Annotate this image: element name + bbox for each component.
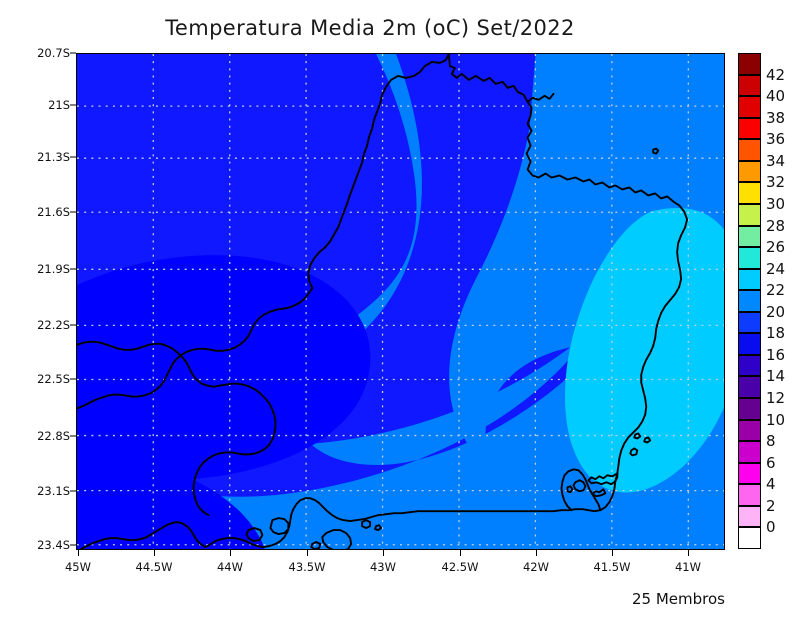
colorbar-tick-label: 38	[766, 108, 786, 127]
colorbar-band	[738, 225, 761, 248]
colorbar-band	[738, 333, 761, 355]
x-tick-mark	[460, 550, 461, 556]
x-tick-mark	[536, 550, 537, 556]
colorbar-tick-label: 0	[766, 518, 776, 537]
colorbar-band	[738, 182, 761, 204]
colorbar-band	[738, 419, 761, 442]
colorbar-band	[738, 117, 761, 140]
y-tick-label: 22.2S	[37, 318, 70, 332]
contour-band-20-22-ne	[449, 54, 724, 491]
page-title: Temperatura Media 2m (oC) Set/2022	[165, 16, 575, 40]
x-tick-label: 41W	[674, 560, 702, 574]
colorbar-tick-label: 2	[766, 496, 776, 515]
y-tick-mark	[70, 52, 76, 54]
contour-band-22-24	[565, 208, 724, 493]
x-tick-label: 41.5W	[593, 560, 631, 574]
x-tick-label: 44.5W	[135, 560, 173, 574]
colorbar-tick-label: 14	[766, 367, 786, 386]
colorbar-band	[738, 311, 761, 334]
x-tick-label: 42.5W	[441, 560, 479, 574]
x-tick-label: 44W	[216, 560, 244, 574]
colorbar-band	[738, 203, 761, 226]
y-tick-label: 22.8S	[37, 429, 70, 443]
colorbar-tick-label: 24	[766, 259, 786, 278]
colorbar-tick-label: 10	[766, 410, 786, 429]
colorbar-tick-label: 6	[766, 453, 776, 472]
colorbar-band	[738, 462, 761, 485]
colorbar-tick-label: 42	[766, 65, 786, 84]
y-tick-mark	[70, 211, 76, 213]
colorbar-tick-label: 12	[766, 389, 786, 408]
x-tick-mark	[688, 550, 689, 556]
colorbar-band	[738, 160, 761, 183]
colorbar	[738, 53, 761, 549]
map-canvas	[77, 54, 724, 549]
x-tick-mark	[154, 550, 155, 556]
x-tick-label: 43.5W	[288, 560, 326, 574]
colorbar-band	[738, 484, 761, 506]
colorbar-tick-label: 8	[766, 432, 776, 451]
colorbar-tick-label: 34	[766, 151, 786, 170]
x-tick-mark	[383, 550, 384, 556]
colorbar-tick-label: 16	[766, 345, 786, 364]
colorbar-band	[738, 268, 761, 291]
coastline-and-borders	[77, 54, 689, 549]
y-tick-mark	[70, 490, 76, 492]
contour-band-16-18	[77, 255, 371, 480]
colorbar-tick-label: 18	[766, 324, 786, 343]
y-tick-mark	[70, 104, 76, 106]
map-plot-area	[76, 53, 725, 550]
colorbar-band	[738, 505, 761, 528]
colorbar-tick-label: 40	[766, 87, 786, 106]
colorbar-tick-label: 22	[766, 281, 786, 300]
y-tick-label: 23.1S	[37, 484, 70, 498]
ensemble-members-note: 25 Membros	[632, 590, 725, 608]
x-tick-label: 45W	[64, 560, 92, 574]
x-axis: 45W 44.5W 44W 43.5W 43W 42.5W 42W 41.5W …	[0, 560, 800, 584]
colorbar-tick-label: 26	[766, 238, 786, 257]
y-tick-label: 21.9S	[37, 262, 70, 276]
colorbar-tick-label: 30	[766, 194, 786, 213]
contour-band-16-18-sw	[77, 448, 265, 549]
y-tick-label: 22.5S	[37, 372, 70, 386]
y-tick-label: 21.6S	[37, 205, 70, 219]
y-tick-label: 20.7S	[37, 46, 70, 60]
colorbar-tick-label: 4	[766, 475, 776, 494]
colorbar-tick-label: 36	[766, 130, 786, 149]
x-tick-mark	[230, 550, 231, 556]
y-tick-mark	[70, 324, 76, 326]
y-tick-label: 21.3S	[37, 150, 70, 164]
y-tick-mark	[70, 378, 76, 380]
y-axis: 20.7S 21S 21.3S 21.6S 21.9S 22.2S 22.5S …	[0, 0, 76, 618]
colorbar-band	[738, 53, 761, 75]
colorbar-tick-label: 28	[766, 216, 786, 235]
colorbar-tick-label: 32	[766, 173, 786, 192]
colorbar-band	[738, 354, 761, 377]
colorbar-band	[738, 527, 761, 549]
y-tick-label: 23.4S	[37, 538, 70, 552]
y-tick-mark	[70, 268, 76, 270]
colorbar-band	[738, 376, 761, 399]
y-tick-mark	[70, 435, 76, 437]
x-tick-mark	[612, 550, 613, 556]
colorbar-tick-label: 20	[766, 302, 786, 321]
y-tick-label: 21S	[48, 98, 70, 112]
colorbar-band	[738, 290, 761, 312]
map-gridlines-horizontal	[77, 105, 724, 546]
x-tick-label: 43W	[369, 560, 397, 574]
x-tick-label: 42W	[522, 560, 550, 574]
y-tick-mark	[70, 156, 76, 158]
colorbar-band	[738, 441, 761, 463]
colorbar-band	[738, 96, 761, 118]
colorbar-band	[738, 74, 761, 97]
colorbar-band	[738, 398, 761, 420]
x-tick-mark	[307, 550, 308, 556]
colorbar-band	[738, 139, 761, 161]
colorbar-band	[738, 247, 761, 269]
y-tick-mark	[70, 544, 76, 546]
x-tick-mark	[78, 550, 79, 556]
